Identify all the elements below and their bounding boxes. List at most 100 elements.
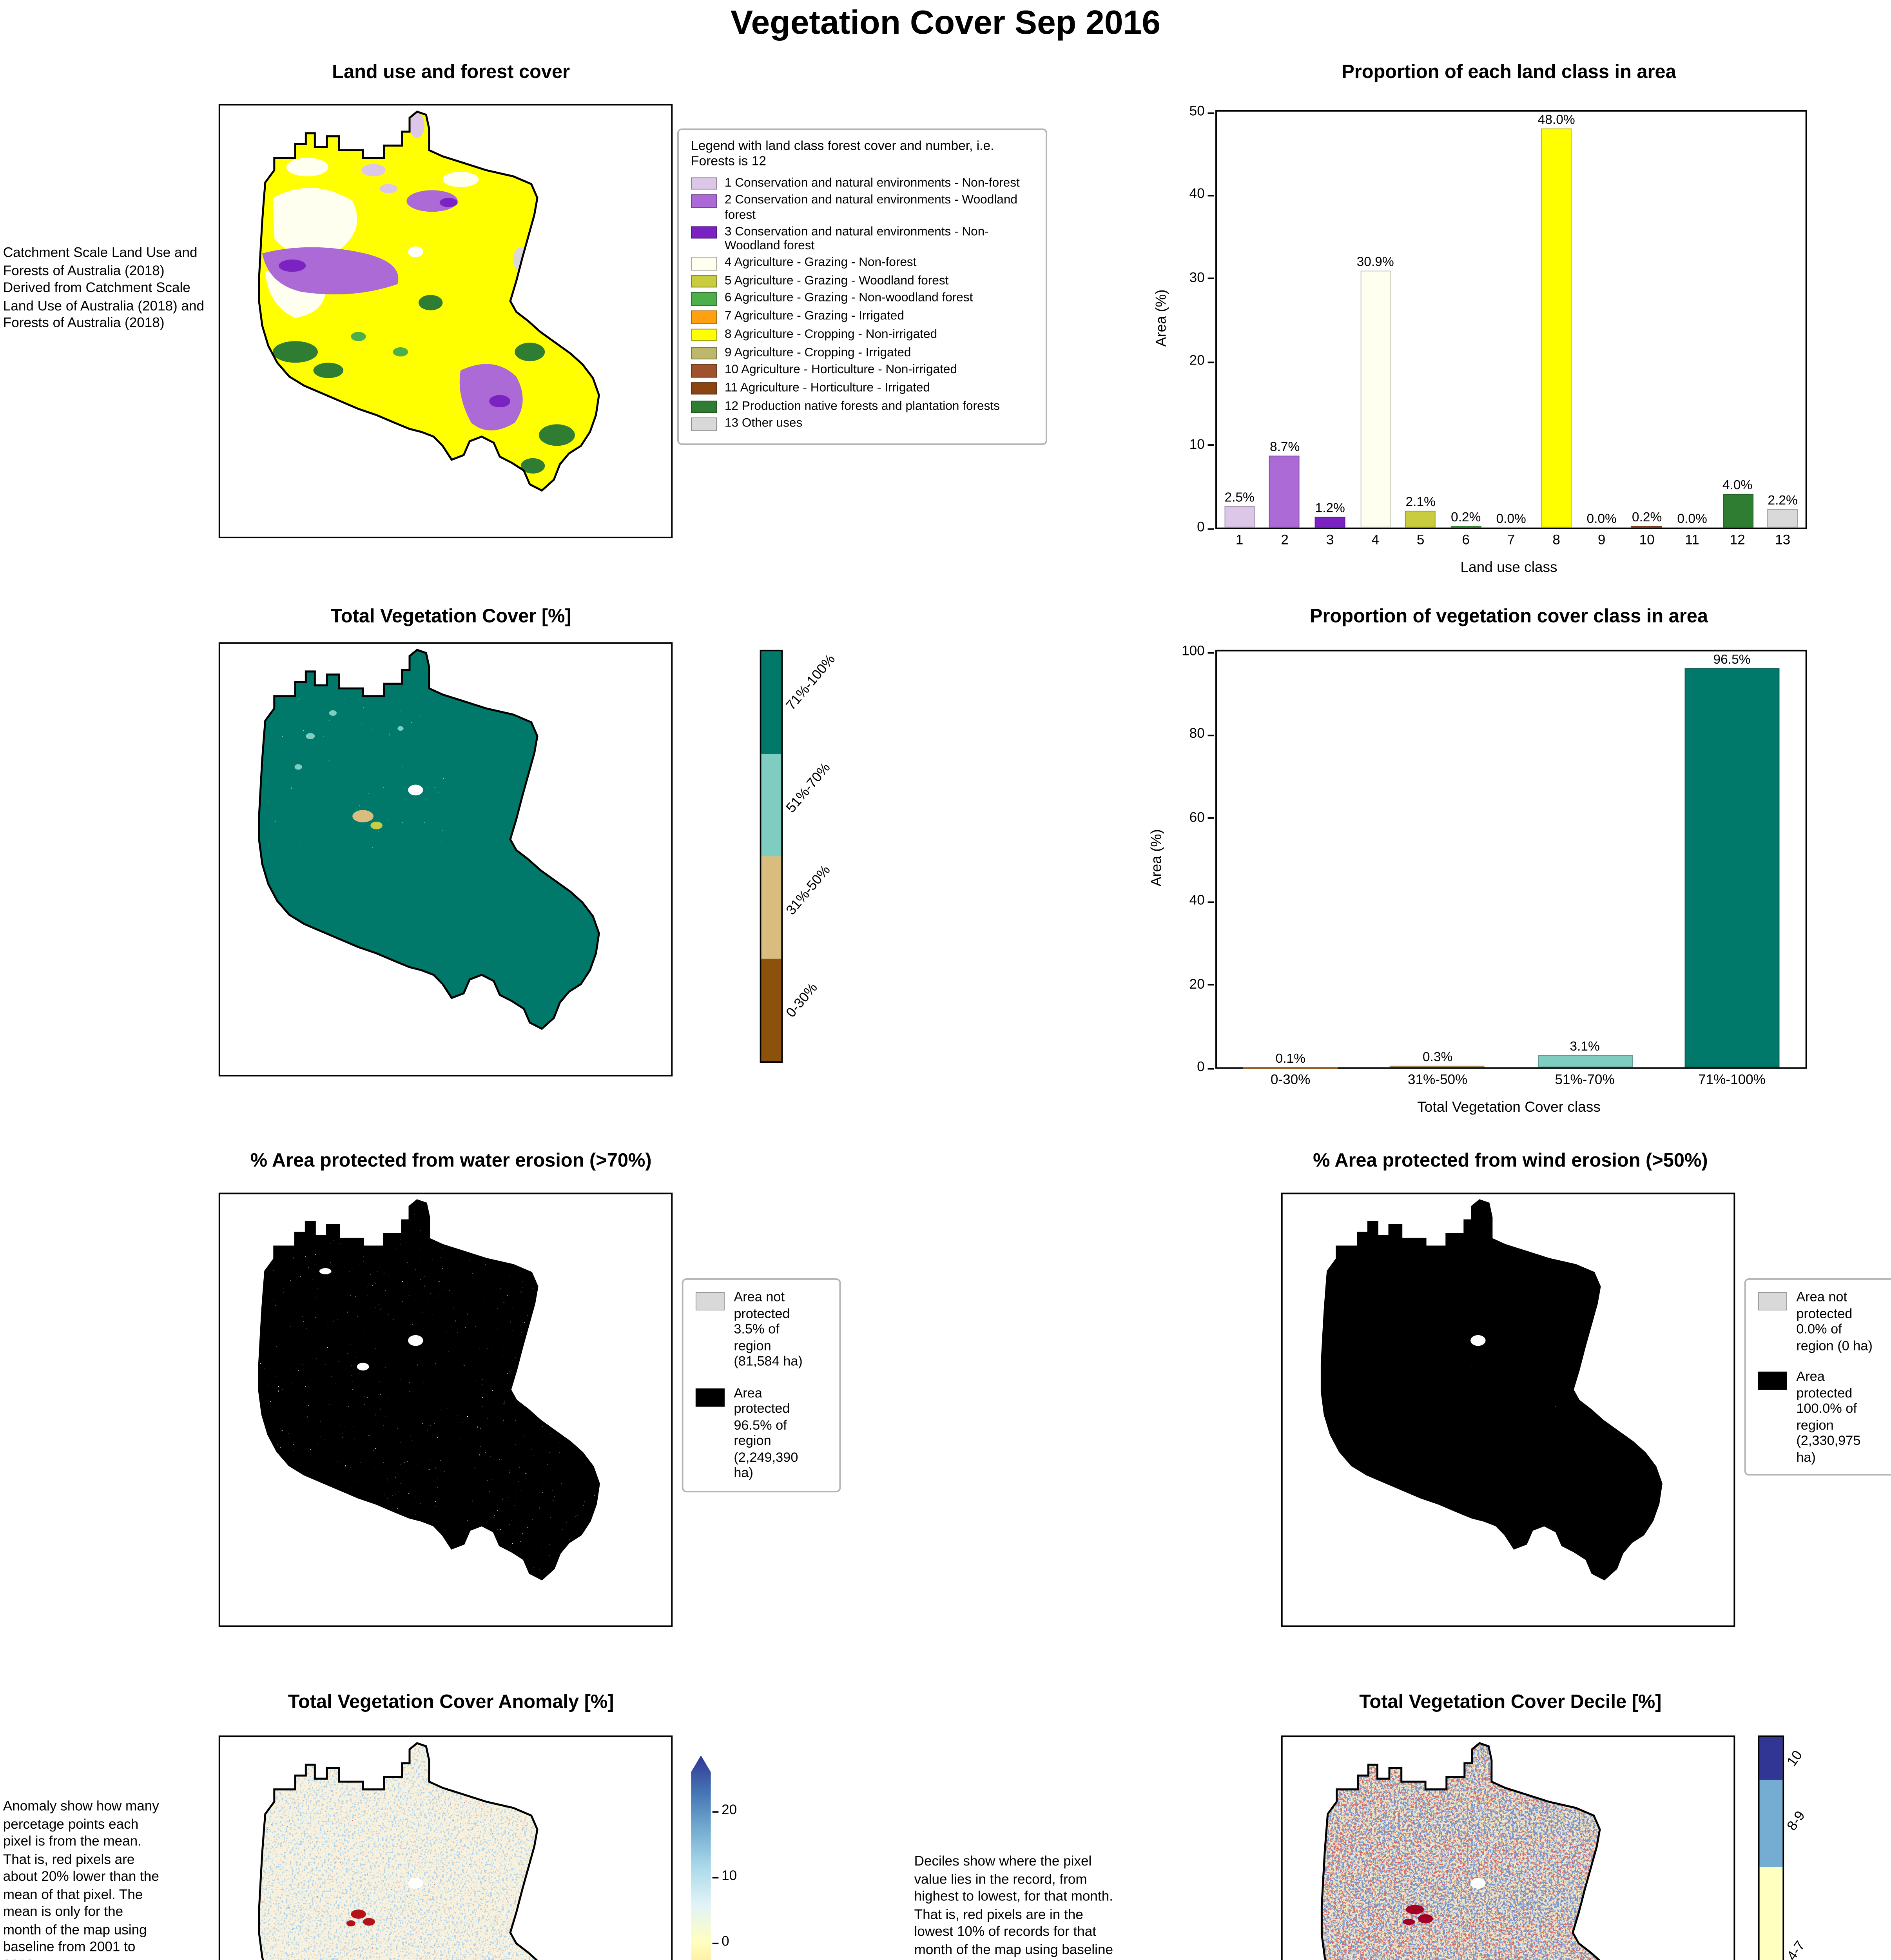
bar xyxy=(1767,509,1798,528)
bar xyxy=(1632,526,1663,528)
bar-slot-9: 0.0% 9 xyxy=(1579,112,1624,548)
x-tick-label: 7 xyxy=(1507,532,1515,548)
anomaly-tick: 0 xyxy=(712,1933,729,1949)
legend-swatch xyxy=(695,1292,725,1310)
bar-value-label: 1.2% xyxy=(1315,501,1345,516)
colorbar-label: 8-9 xyxy=(1784,1808,1808,1833)
x-tick-label: 13 xyxy=(1775,532,1791,548)
legend-swatch xyxy=(691,257,717,270)
anomaly-tick: 20 xyxy=(712,1802,737,1817)
x-tick-label: 2 xyxy=(1281,532,1289,548)
legend-swatch xyxy=(691,382,717,395)
water-erosion-legend: Area not protected 3.5% of region (81,58… xyxy=(682,1278,841,1493)
decile-map xyxy=(1281,1735,1735,1960)
legend-swatch xyxy=(691,310,717,324)
anomaly-title: Total Vegetation Cover Anomaly [%] xyxy=(288,1691,614,1713)
bar-value-label: 2.1% xyxy=(1405,493,1436,509)
bar xyxy=(1541,128,1572,528)
y-tick: 50 xyxy=(1189,104,1217,118)
x-tick-label: 11 xyxy=(1685,532,1699,548)
bar xyxy=(1314,517,1345,528)
bar-value-label: 48.0% xyxy=(1537,111,1575,127)
landuse-map-title: Land use and forest cover xyxy=(332,61,570,83)
vegcover-map-title: Total Vegetation Cover [%] xyxy=(330,605,571,627)
legend-item: Area protected 100.0% of region (2,330,9… xyxy=(1758,1369,1889,1466)
decile-colorbar xyxy=(1758,1735,1784,1960)
legend-swatch xyxy=(1758,1372,1787,1390)
bar-value-label: 3.1% xyxy=(1570,1037,1600,1053)
bar-value-label: 2.5% xyxy=(1224,490,1255,505)
colorbar-segment xyxy=(1759,1780,1783,1867)
bars: 2.5% 1 8.7% 2 1.2% 3 30.9% 4 2.1% 5 0.2% 6 0.0… xyxy=(1217,111,1806,548)
bar xyxy=(1405,510,1436,528)
bar xyxy=(1450,526,1481,528)
x-tick-label: 31%-50% xyxy=(1407,1072,1468,1087)
legend-item: 4 Agriculture - Grazing - Non-forest xyxy=(691,256,1033,270)
bar xyxy=(1269,455,1300,528)
x-tick-label: 0-30% xyxy=(1270,1072,1311,1087)
colorbar-segment xyxy=(761,651,781,754)
y-tick: 0 xyxy=(1197,520,1217,534)
vegclass-bar-chart: 0 20 40 60 80 100 0.1% 0-30% 0.3% 31%-50% … xyxy=(1182,644,1807,1087)
legend-swatch xyxy=(691,417,717,431)
legend-item: 3 Conservation and natural environments … xyxy=(691,224,1033,252)
legend-swatch xyxy=(691,400,717,413)
bar-slot-7: 0.0% 7 xyxy=(1489,112,1534,548)
bar-value-label: 0.1% xyxy=(1275,1050,1305,1065)
bar-slot-4: 30.9% 4 xyxy=(1353,112,1398,547)
vegclass-chart-xlabel: Total Vegetation Cover class xyxy=(1417,1099,1601,1116)
colorbar-segment xyxy=(761,958,781,1062)
y-tick: 0 xyxy=(1197,1060,1217,1074)
bar-slot-1: 2.5% 1 xyxy=(1217,112,1262,547)
bar-value-label: 0.0% xyxy=(1586,510,1617,526)
bar-slot-11: 0.0% 11 xyxy=(1670,112,1715,548)
x-tick-label: 4 xyxy=(1371,532,1379,548)
bar-value-label: 30.9% xyxy=(1356,254,1394,269)
bars: 0.1% 0-30% 0.3% 31%-50% 3.1% 51%-70% 96.5% 7… xyxy=(1217,652,1806,1087)
y-tick: 80 xyxy=(1189,727,1217,741)
y-tick: 20 xyxy=(1189,354,1217,368)
x-tick-label: 51%-70% xyxy=(1555,1072,1615,1087)
anomaly-map xyxy=(218,1735,673,1960)
anomaly-colorbar xyxy=(691,1755,711,1960)
bar xyxy=(1360,270,1391,528)
bar xyxy=(1684,668,1779,1067)
wind-erosion-title: % Area protected from wind erosion (>50%… xyxy=(1313,1150,1708,1171)
colorbar-label: 4-7 xyxy=(1784,1938,1808,1960)
landuse-map xyxy=(218,104,673,539)
legend-swatch xyxy=(691,195,717,208)
water-erosion-title: % Area protected from water erosion (>70… xyxy=(250,1150,652,1171)
legend-item: Area protected 96.5% of region (2,249,39… xyxy=(695,1385,827,1482)
y-tick: 40 xyxy=(1189,187,1217,201)
y-tick: 100 xyxy=(1182,644,1217,658)
landuse-bar-chart: 0 10 20 30 40 50 2.5% 1 8.7% 2 1.2% 3 30.9%… xyxy=(1189,104,1807,548)
landuse-chart-xlabel: Land use class xyxy=(1460,559,1557,577)
legend-item: Area not protected 3.5% of region (81,58… xyxy=(695,1289,827,1370)
bar-slot-51-70: 3.1% 51%-70% xyxy=(1511,652,1658,1087)
legend-item: 10 Agriculture - Horticulture - Non-irri… xyxy=(691,363,1033,377)
colorbar-segment xyxy=(1759,1866,1783,1960)
legend-item: 2 Conservation and natural environments … xyxy=(691,193,1033,221)
decile-title: Total Vegetation Cover Decile [%] xyxy=(1359,1691,1662,1713)
bar-value-label: 2.2% xyxy=(1768,492,1798,508)
colorbar-label: 71%-100% xyxy=(783,651,838,713)
legend-item: 9 Agriculture - Cropping - Irrigated xyxy=(691,345,1033,359)
bar-slot-5: 2.1% 5 xyxy=(1398,112,1443,547)
vegcover-colorbar xyxy=(760,650,783,1063)
bar-slot-6: 0.2% 6 xyxy=(1443,112,1488,547)
colorbar-segment xyxy=(761,754,781,857)
bar-slot-12: 4.0% 12 xyxy=(1715,112,1760,547)
legend-swatch xyxy=(691,226,717,239)
x-tick-label: 6 xyxy=(1462,532,1470,548)
x-tick-label: 71%-100% xyxy=(1698,1072,1766,1087)
y-tick: 30 xyxy=(1189,270,1217,285)
bar xyxy=(1390,1066,1485,1067)
page-title: Vegetation Cover Sep 2016 xyxy=(731,3,1161,42)
legend-item: 12 Production native forests and plantat… xyxy=(691,398,1033,413)
anomaly-tick: 10 xyxy=(712,1867,737,1883)
bar-value-label: 0.0% xyxy=(1496,510,1526,526)
legend-item: Area not protected 0.0% of region (0 ha) xyxy=(1758,1289,1889,1354)
landuse-legend: Legend with land class forest cover and … xyxy=(677,128,1047,445)
vegclass-chart-title: Proportion of vegetation cover class in … xyxy=(1309,605,1708,627)
